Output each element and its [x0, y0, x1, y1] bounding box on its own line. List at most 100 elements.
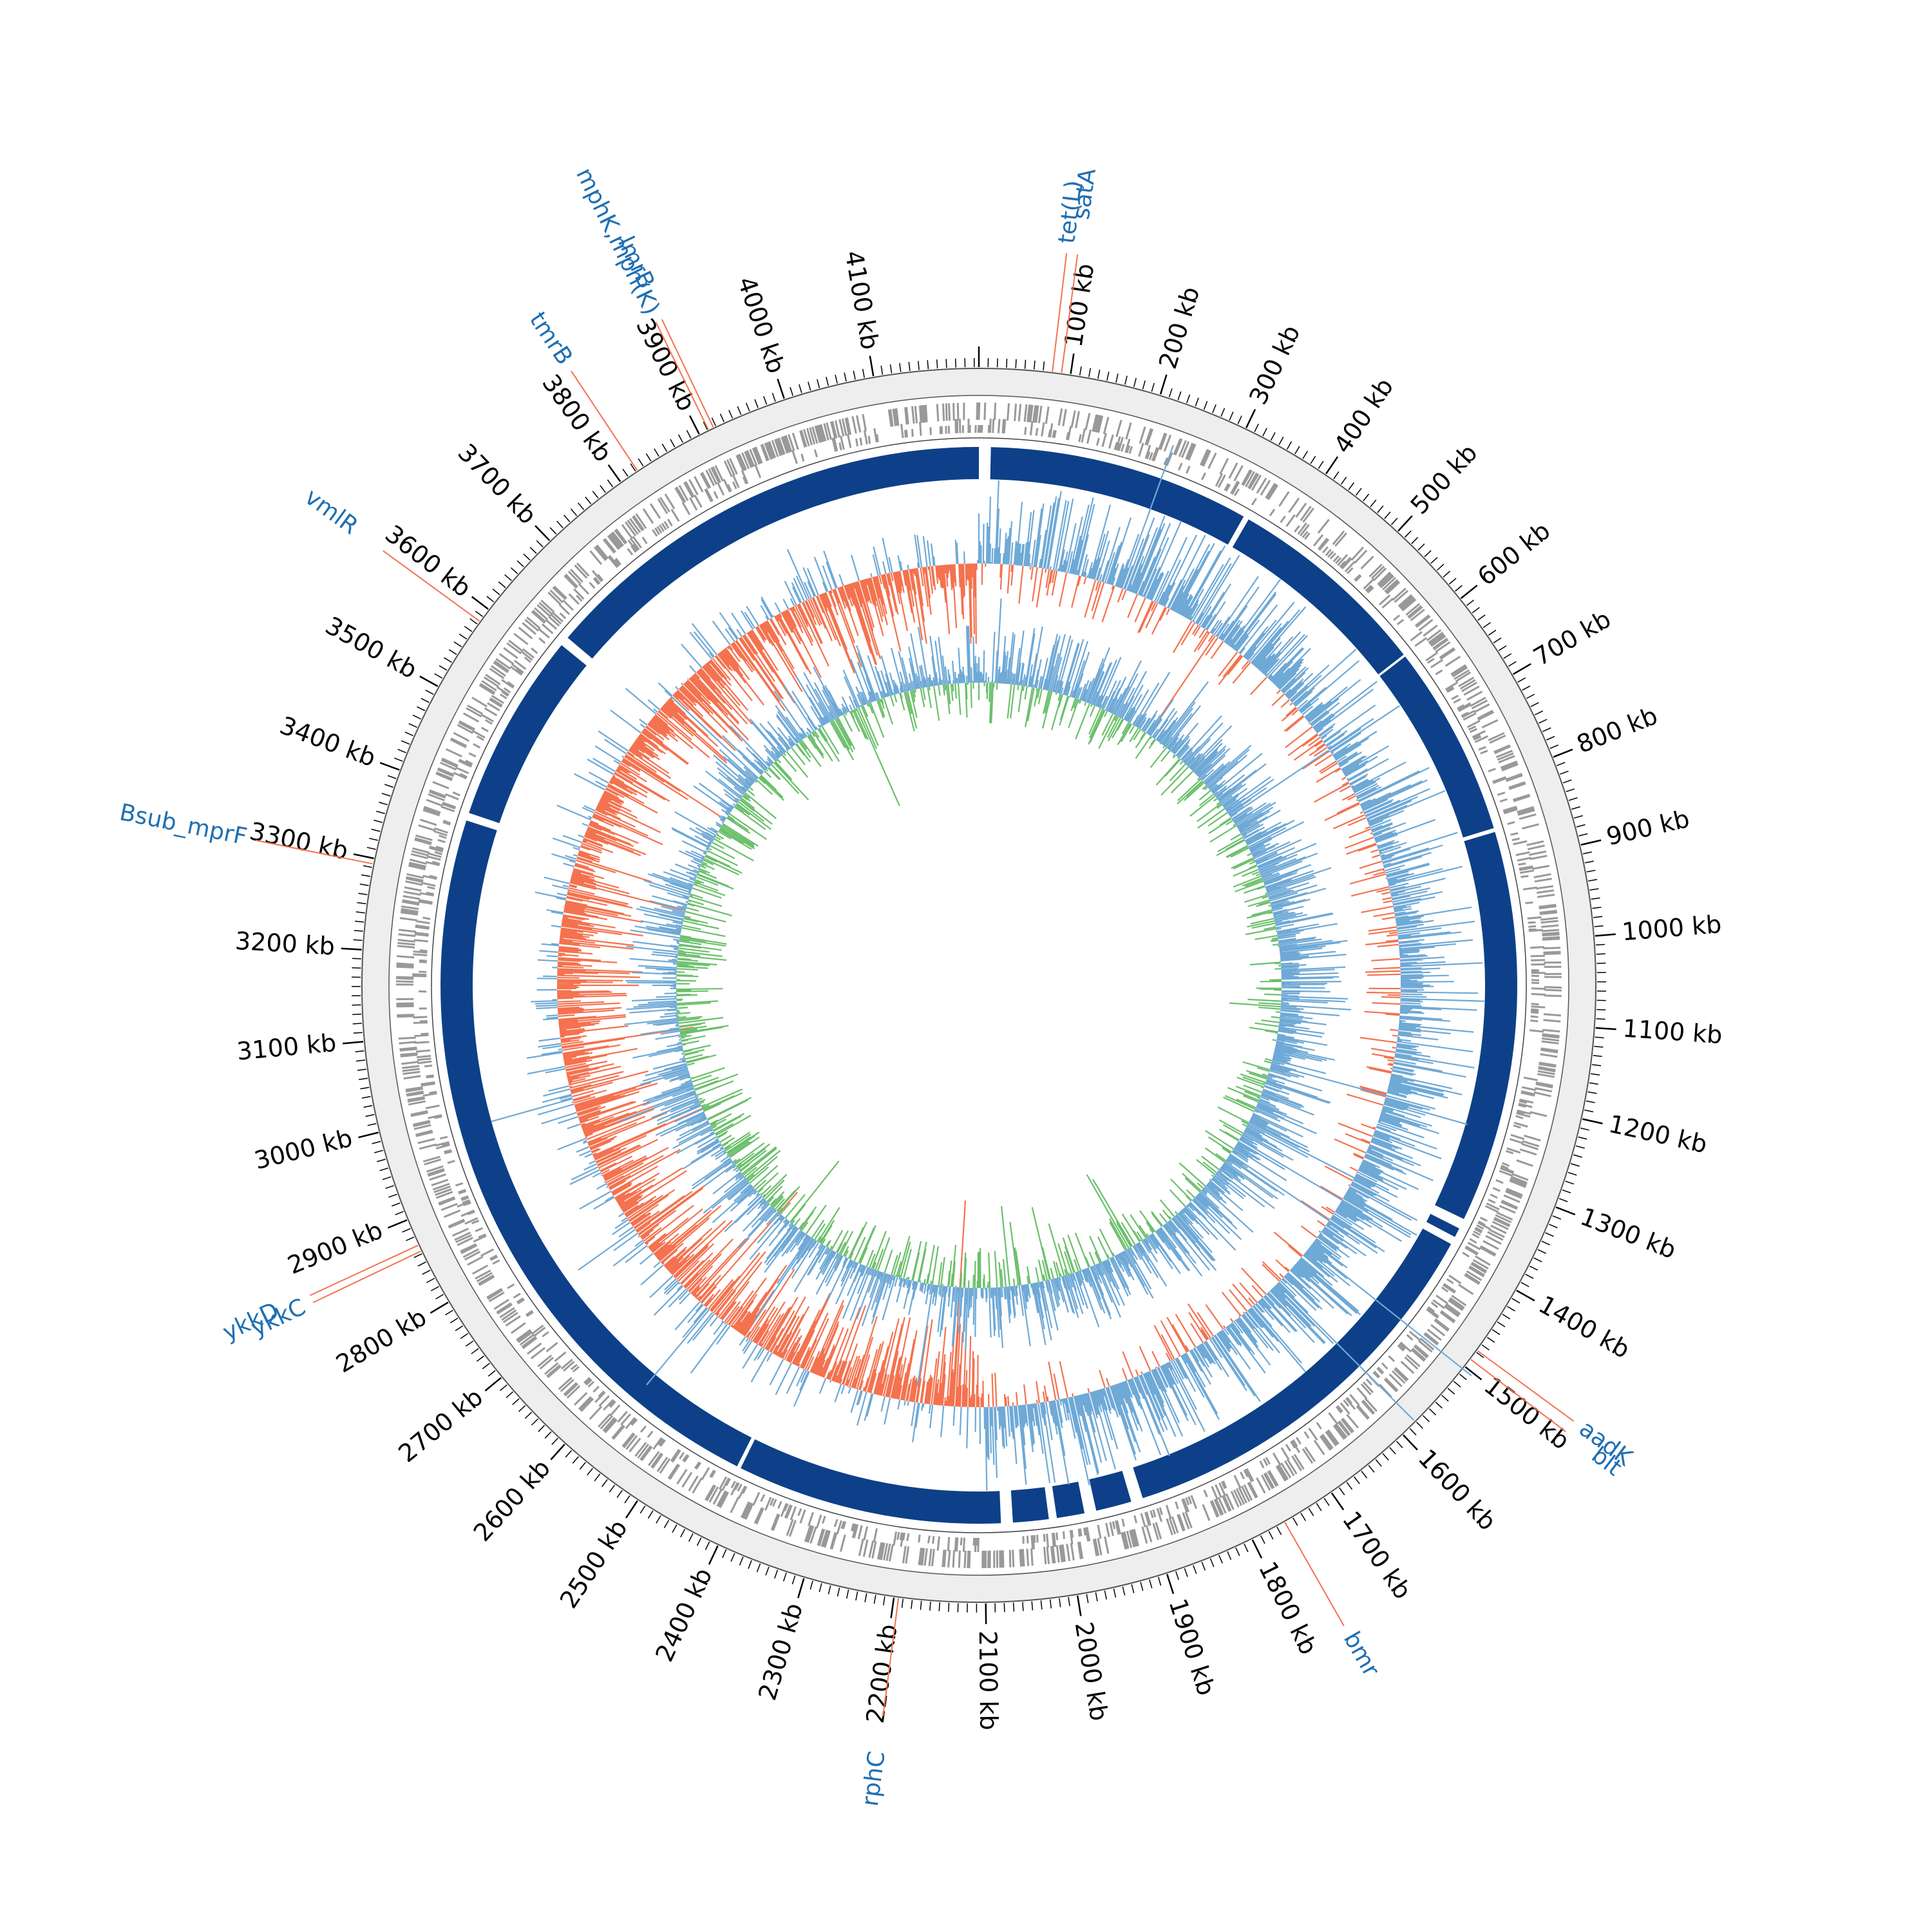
major-tick [1397, 515, 1413, 532]
minor-tick [1557, 762, 1566, 766]
minor-tick [1122, 1586, 1126, 1596]
minor-tick [1377, 505, 1384, 513]
minor-tick [1592, 906, 1602, 909]
minor-tick [1459, 1374, 1467, 1381]
minor-tick [544, 1431, 552, 1439]
major-tick [387, 1219, 408, 1229]
minor-tick [379, 1167, 389, 1171]
minor-tick [1573, 815, 1583, 819]
minor-tick [654, 448, 659, 457]
major-tick [1595, 933, 1616, 937]
minor-tick [1542, 727, 1551, 732]
minor-tick [1049, 1599, 1052, 1609]
tick-label: 2300 kb [753, 1600, 808, 1703]
minor-tick [1355, 488, 1362, 496]
minor-tick [1368, 1464, 1375, 1473]
minor-tick [855, 1591, 858, 1601]
minor-tick [352, 1013, 362, 1016]
minor-tick [680, 1529, 686, 1538]
major-tick [1555, 1206, 1576, 1216]
major-tick [1325, 456, 1339, 475]
backbone-block [1426, 1213, 1459, 1237]
major-tick [342, 1041, 364, 1045]
major-tick [1512, 663, 1531, 675]
major-tick [1251, 1539, 1263, 1559]
minor-tick [1308, 1508, 1314, 1517]
minor-tick [384, 784, 393, 788]
minor-tick [1534, 710, 1544, 715]
minor-tick [355, 1050, 365, 1053]
major-tick [1516, 1289, 1535, 1302]
minor-tick [1526, 694, 1535, 699]
minor-tick [1237, 415, 1242, 424]
minor-tick [359, 884, 369, 886]
minor-tick [1086, 1594, 1089, 1604]
tick-label: 3300 kb [247, 817, 351, 865]
tick-label: 3000 kb [252, 1124, 355, 1175]
minor-tick [1492, 1329, 1501, 1336]
minor-tick [1455, 585, 1463, 592]
minor-tick [1588, 878, 1598, 882]
minor-tick [587, 1468, 594, 1476]
minor-tick [1003, 1603, 1005, 1613]
minor-tick [1430, 556, 1438, 564]
minor-tick [512, 1398, 520, 1405]
minor-tick [1566, 788, 1575, 793]
leader-line [1061, 254, 1079, 373]
minor-tick [1411, 536, 1419, 544]
tick-label: 1700 kb [1337, 1506, 1417, 1604]
minor-tick [387, 775, 397, 779]
minor-tick [1168, 388, 1173, 397]
minor-tick [1578, 833, 1588, 837]
backbone-block [1435, 831, 1518, 1219]
minor-tick [585, 497, 592, 504]
minor-tick [572, 1456, 579, 1464]
minor-tick [1546, 735, 1555, 741]
minor-tick [748, 1560, 752, 1569]
minor-tick [936, 359, 938, 369]
minor-tick [529, 547, 537, 554]
tick-label: 300 kb [1244, 321, 1305, 409]
minor-tick [688, 1533, 694, 1542]
major-tick [1595, 1027, 1616, 1030]
minor-tick [645, 453, 652, 462]
minor-tick [844, 372, 847, 382]
minor-tick [730, 1553, 735, 1562]
minor-tick [1417, 543, 1425, 551]
tick-label: 2900 kb [283, 1216, 386, 1280]
major-tick [1331, 1492, 1345, 1511]
minor-tick [1592, 1064, 1602, 1066]
minor-tick [578, 502, 585, 510]
major-tick [419, 676, 439, 687]
minor-tick [1589, 888, 1599, 891]
gene-label: Bsub_mprF [117, 799, 249, 851]
minor-tick [1562, 779, 1572, 784]
minor-tick [1113, 1588, 1117, 1598]
minor-tick [385, 1185, 394, 1189]
minor-tick [1424, 550, 1432, 558]
minor-tick [883, 1596, 886, 1605]
minor-tick [670, 439, 676, 448]
minor-tick [722, 1549, 727, 1558]
minor-tick [846, 1589, 849, 1599]
minor-tick [445, 1309, 453, 1316]
minor-tick [1227, 1551, 1232, 1560]
minor-tick [1404, 530, 1412, 538]
minor-tick [1558, 1198, 1568, 1202]
tick-label: 3400 kb [276, 711, 380, 772]
leader-line [1284, 1522, 1345, 1627]
minor-tick [371, 828, 381, 832]
minor-tick [469, 618, 478, 625]
minor-tick [1416, 1421, 1423, 1429]
minor-tick [1503, 653, 1512, 659]
minor-tick [624, 1495, 630, 1504]
minor-tick [444, 657, 452, 663]
minor-tick [1582, 851, 1592, 855]
backbone-block [1232, 519, 1404, 675]
minor-tick [408, 723, 417, 728]
minor-tick [1140, 1582, 1144, 1591]
minor-tick [492, 589, 500, 596]
minor-tick [355, 920, 365, 923]
minor-tick [1229, 412, 1234, 421]
gene-track-outline [431, 437, 1527, 1533]
